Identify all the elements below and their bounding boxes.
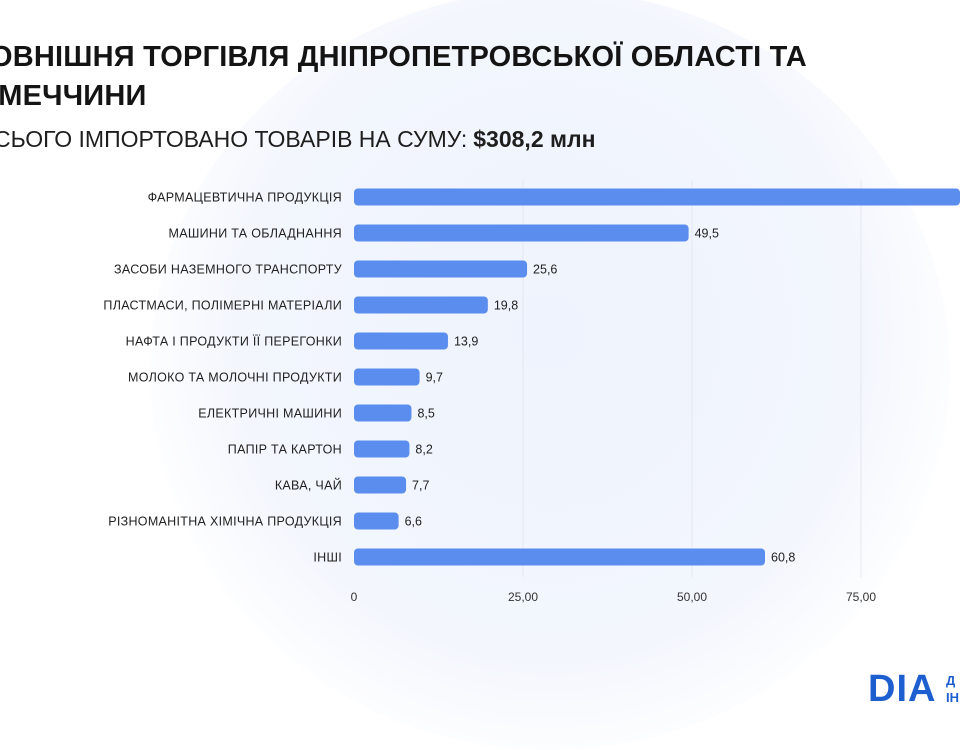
value-label: 19,8: [494, 299, 518, 313]
category-label: НАФТА І ПРОДУКТИ ЇЇ ПЕРЕГОНКИ: [126, 335, 342, 349]
category-label: ПЛАСТМАСИ, ПОЛІМЕРНІ МАТЕРІАЛИ: [103, 299, 342, 313]
bar: [354, 332, 448, 350]
value-label: 8,5: [417, 407, 434, 421]
x-tick-label: 25,00: [508, 590, 538, 604]
x-tick-label: 50,00: [677, 590, 707, 604]
value-label: 9,7: [426, 371, 443, 385]
value-label: 13,9: [454, 335, 478, 349]
x-tick-label: 0: [351, 590, 358, 604]
category-label: ІНШІ: [313, 551, 342, 565]
subtitle-text: СЬОГО ІМПОРТОВАНО ТОВАРІВ НА СУМУ:: [0, 126, 468, 152]
category-label: МАШИНИ ТА ОБЛАДНАННЯ: [169, 227, 343, 241]
category-label: КАВА, ЧАЙ: [275, 478, 342, 493]
logo-text: DIA: [868, 668, 936, 709]
background-blob: [150, 0, 950, 750]
subtitle: СЬОГО ІМПОРТОВАНО ТОВАРІВ НА СУМУ: $308,2…: [0, 126, 596, 153]
bar-chart: 0 25,00 50,00 75,00 ФАРМАЦЕВТИЧНА ПРОДУКЦІЯ М…: [103, 180, 960, 604]
bar: [354, 548, 766, 566]
title-line-1: ОВНІШНЯ ТОРГІВЛЯ ДНІПРОПЕТРОВСЬКОЇ ОБЛАС…: [0, 41, 807, 73]
logo-suffix-2: ІН: [946, 690, 959, 705]
dia-logo: DIA Д ІН: [868, 668, 959, 709]
category-label: РІЗНОМАНІТНА ХІМІЧНА ПРОДУКЦІЯ: [108, 515, 342, 529]
value-label: 7,7: [412, 479, 429, 493]
bar: [354, 440, 410, 458]
value-label: 25,6: [533, 263, 557, 277]
bar: [354, 368, 420, 386]
bar: [354, 404, 412, 422]
bar: [354, 476, 407, 494]
category-label: МОЛОКО ТА МОЛОЧНІ ПРОДУКТИ: [128, 371, 342, 385]
value-label: 6,6: [405, 515, 422, 529]
bar: [354, 296, 488, 314]
logo-suffix-1: Д: [946, 673, 956, 688]
x-tick-label: 75,00: [846, 590, 876, 604]
import-total: $308,2 млн: [473, 126, 596, 152]
category-label: ФАРМАЦЕВТИЧНА ПРОДУКЦІЯ: [148, 191, 342, 205]
value-label: 60,8: [771, 551, 795, 565]
bar: [354, 512, 399, 530]
category-label: ПАПІР ТА КАРТОН: [228, 443, 342, 457]
category-label: ЕЛЕКТРИЧНІ МАШИНИ: [198, 407, 342, 421]
bar: [354, 188, 960, 206]
page-title: ОВНІШНЯ ТОРГІВЛЯ ДНІПРОПЕТРОВСЬКОЇ ОБЛАС…: [0, 38, 807, 116]
bar: [354, 260, 528, 278]
value-label: 49,5: [695, 227, 719, 241]
title-line-2: ІМЕЧЧИНИ: [0, 80, 147, 112]
bar: [354, 224, 689, 242]
category-label: ЗАСОБИ НАЗЕМНОГО ТРАНСПОРТУ: [114, 263, 342, 277]
value-label: 8,2: [415, 443, 432, 457]
